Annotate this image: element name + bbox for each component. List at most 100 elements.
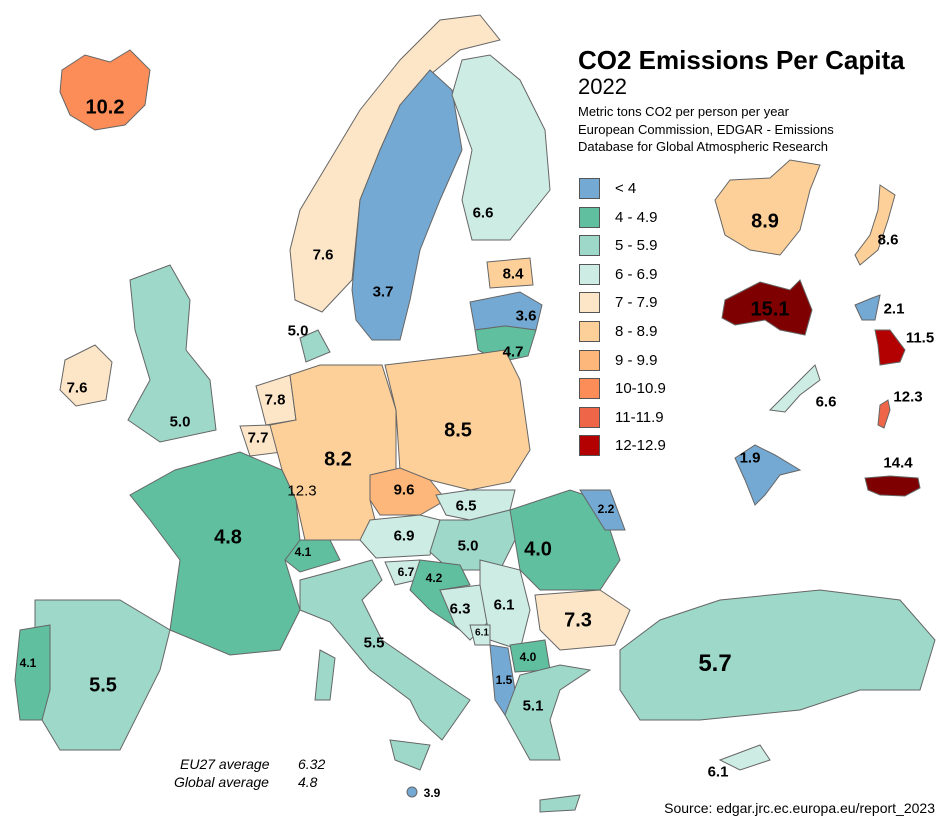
legend-label: 4 - 4.9 bbox=[615, 208, 658, 226]
sweden bbox=[351, 69, 463, 341]
new-zealand bbox=[768, 364, 821, 413]
label-bosnia: 6.3 bbox=[449, 600, 471, 618]
label-bulgaria: 7.3 bbox=[564, 609, 592, 632]
legend-label: 5 - 5.9 bbox=[615, 237, 658, 255]
south-korea bbox=[874, 329, 906, 366]
label-czechia: 9.6 bbox=[393, 481, 415, 499]
australia bbox=[721, 279, 813, 336]
label-albania: 1.5 bbox=[495, 673, 513, 687]
legend-item: 5 - 5.9 bbox=[579, 235, 658, 257]
subtitle-line: Database for Global Atmospheric Research bbox=[578, 139, 829, 154]
india bbox=[734, 444, 802, 506]
taiwan bbox=[877, 399, 891, 429]
label-hungary: 5.0 bbox=[457, 537, 479, 555]
map-title: CO2 Emissions Per Capita bbox=[578, 45, 905, 75]
estonia bbox=[486, 257, 534, 289]
legend-item: 12-12.9 bbox=[579, 435, 666, 457]
label-malta: 3.9 bbox=[423, 786, 441, 800]
legend-item: 6 - 6.9 bbox=[579, 263, 658, 285]
sicily bbox=[389, 739, 431, 771]
label-poland: 8.5 bbox=[444, 419, 472, 442]
label-latvia: 3.6 bbox=[515, 307, 537, 325]
subtitle-line: European Commission, EDGAR - Emissions bbox=[578, 122, 834, 137]
label-sweden: 3.7 bbox=[372, 283, 394, 301]
label-finland: 6.6 bbox=[472, 204, 494, 222]
label-italy: 5.5 bbox=[363, 634, 385, 652]
ireland bbox=[59, 344, 113, 407]
legend-label: 7 - 7.9 bbox=[615, 294, 658, 312]
global-average-label: Global average bbox=[174, 774, 269, 790]
legend-swatch bbox=[579, 435, 600, 457]
bulgaria bbox=[534, 589, 631, 651]
italy bbox=[299, 559, 471, 741]
label-luxembourg: 12.3 bbox=[287, 482, 317, 500]
label-france: 4.8 bbox=[214, 526, 242, 549]
poland bbox=[384, 349, 531, 491]
legend-swatch bbox=[579, 235, 600, 257]
legend-swatch bbox=[579, 378, 600, 400]
legend-item: < 4 bbox=[579, 178, 636, 199]
label-japan: 8.6 bbox=[877, 231, 899, 249]
czechia bbox=[369, 467, 447, 516]
label-iceland: 10.2 bbox=[85, 96, 125, 119]
source-note: Source: edgar.jrc.ec.europa.eu/report_20… bbox=[664, 800, 935, 816]
uk bbox=[127, 264, 217, 443]
legend-swatch bbox=[579, 263, 600, 285]
moldova bbox=[579, 489, 626, 531]
turkey bbox=[619, 589, 936, 721]
malta bbox=[406, 786, 418, 798]
china bbox=[714, 159, 821, 256]
label-spain: 5.5 bbox=[89, 674, 117, 697]
legend-item: 10-10.9 bbox=[579, 378, 666, 400]
legend-item: 4 - 4.9 bbox=[579, 206, 658, 228]
eu27-average-value: 6.32 bbox=[298, 756, 326, 772]
legend-label: 9 - 9.9 bbox=[615, 351, 658, 369]
legend-swatch bbox=[579, 292, 600, 314]
japan bbox=[854, 184, 896, 266]
hungary bbox=[429, 509, 521, 571]
label-australia: 15.1 bbox=[750, 298, 790, 321]
label-portugal: 4.1 bbox=[19, 656, 37, 670]
legend-item: 7 - 7.9 bbox=[579, 292, 658, 314]
legend-item: 9 - 9.9 bbox=[579, 349, 658, 371]
romania bbox=[509, 489, 621, 591]
label-switzerland: 4.1 bbox=[294, 545, 312, 559]
label-moldova: 2.2 bbox=[597, 502, 615, 516]
label-ireland: 7.6 bbox=[66, 379, 88, 397]
iceland bbox=[59, 49, 151, 131]
eu27-average-label: EU27 average bbox=[180, 756, 270, 772]
legend-item: 11-11.9 bbox=[579, 406, 664, 428]
label-denmark: 5.0 bbox=[287, 322, 309, 340]
label-north-korea: 2.1 bbox=[883, 300, 905, 318]
subtitle-line: Metric tons CO2 per person per year bbox=[578, 104, 789, 119]
legend-swatch bbox=[579, 206, 600, 228]
legend-label: 12-12.9 bbox=[615, 437, 666, 455]
label-usa: 14.4 bbox=[883, 454, 913, 472]
north-korea bbox=[854, 294, 881, 321]
label-netherlands: 7.8 bbox=[264, 391, 286, 409]
map-year: 2022 bbox=[578, 74, 627, 99]
label-india: 1.9 bbox=[739, 449, 761, 467]
label-belgium: 7.7 bbox=[247, 429, 269, 447]
legend-label: 11-11.9 bbox=[615, 408, 664, 426]
label-serbia: 6.1 bbox=[493, 596, 515, 614]
legend-label: 10-10.9 bbox=[615, 380, 666, 398]
greece bbox=[504, 664, 592, 761]
usa bbox=[864, 475, 921, 497]
label-north-macedonia: 4.0 bbox=[519, 650, 537, 664]
label-uk: 5.0 bbox=[169, 413, 191, 431]
sardinia bbox=[314, 649, 336, 701]
norway bbox=[289, 14, 501, 313]
label-china: 8.9 bbox=[751, 210, 779, 233]
finland bbox=[451, 54, 551, 241]
legend-swatch bbox=[579, 349, 600, 371]
label-slovenia: 6.7 bbox=[397, 565, 415, 579]
label-germany: 8.2 bbox=[324, 448, 352, 471]
france bbox=[129, 451, 301, 656]
portugal bbox=[14, 624, 51, 721]
label-new-zealand: 6.6 bbox=[815, 393, 837, 411]
label-slovakia: 6.5 bbox=[455, 497, 477, 515]
legend-item: 8 - 8.9 bbox=[579, 321, 658, 342]
